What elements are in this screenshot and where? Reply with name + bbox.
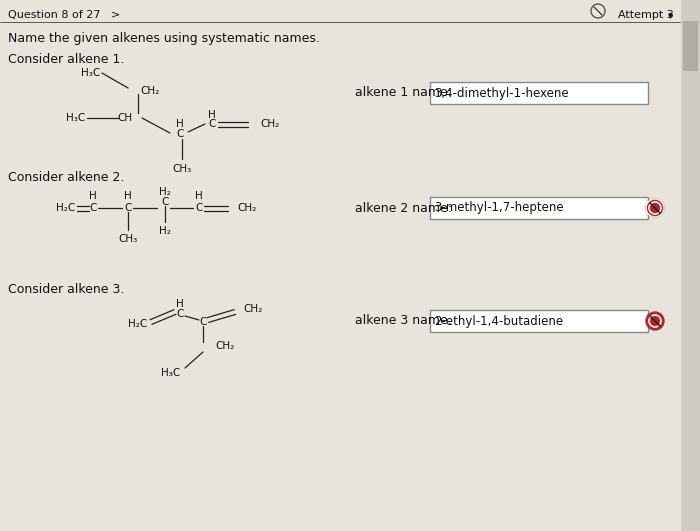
Text: H: H — [176, 119, 184, 129]
Text: CH₂: CH₂ — [243, 304, 262, 314]
Text: CH₂: CH₂ — [260, 119, 279, 129]
Text: H₃C: H₃C — [161, 368, 180, 378]
Text: ▾: ▾ — [668, 10, 673, 20]
Text: H: H — [195, 191, 203, 201]
Circle shape — [646, 199, 664, 217]
Text: 3,4-dimethyl-1-hexene: 3,4-dimethyl-1-hexene — [434, 87, 568, 99]
Text: H₂C: H₂C — [56, 203, 75, 213]
Circle shape — [646, 312, 664, 330]
Text: C: C — [161, 197, 169, 207]
Text: H₂: H₂ — [159, 187, 171, 197]
Bar — [681, 0, 700, 531]
Text: C: C — [176, 129, 183, 139]
Text: H: H — [208, 110, 216, 120]
Text: C: C — [125, 203, 132, 213]
Text: CH: CH — [118, 113, 133, 123]
Text: alkene 2 name:: alkene 2 name: — [355, 201, 452, 215]
Text: CH₂: CH₂ — [140, 86, 160, 96]
Text: Name the given alkenes using systematic names.: Name the given alkenes using systematic … — [8, 32, 320, 45]
Bar — [683, 21, 698, 71]
Text: C: C — [199, 317, 206, 327]
Text: Consider alkene 3.: Consider alkene 3. — [8, 283, 125, 296]
Text: C: C — [195, 203, 203, 213]
Text: H₃C: H₃C — [66, 113, 85, 123]
Text: alkene 3 name:: alkene 3 name: — [355, 314, 452, 328]
Text: CH₂: CH₂ — [237, 203, 256, 213]
Text: Consider alkene 1.: Consider alkene 1. — [8, 53, 125, 66]
Bar — [430, 310, 648, 332]
Text: C: C — [176, 309, 183, 319]
Text: 3-methyl-1,7-heptene: 3-methyl-1,7-heptene — [434, 201, 564, 215]
Text: CH₃: CH₃ — [118, 234, 138, 244]
Text: CH₂: CH₂ — [215, 341, 235, 351]
Text: Attempt 3: Attempt 3 — [618, 10, 673, 20]
Text: Question 8 of 27   >: Question 8 of 27 > — [8, 10, 120, 20]
Text: H: H — [124, 191, 132, 201]
Text: alkene 1 name:: alkene 1 name: — [355, 87, 452, 99]
Text: H: H — [176, 299, 184, 309]
Bar — [430, 82, 648, 104]
Text: H₃C: H₃C — [80, 68, 100, 78]
Text: H₂C: H₂C — [127, 319, 147, 329]
Text: C: C — [209, 119, 216, 129]
Text: CH₃: CH₃ — [172, 164, 192, 174]
Bar — [430, 197, 648, 219]
Text: H: H — [89, 191, 97, 201]
Text: 2-ethyl-1,4-butadiene: 2-ethyl-1,4-butadiene — [434, 314, 563, 328]
Text: Consider alkene 2.: Consider alkene 2. — [8, 171, 125, 184]
Text: C: C — [90, 203, 97, 213]
Text: H₂: H₂ — [159, 226, 171, 236]
